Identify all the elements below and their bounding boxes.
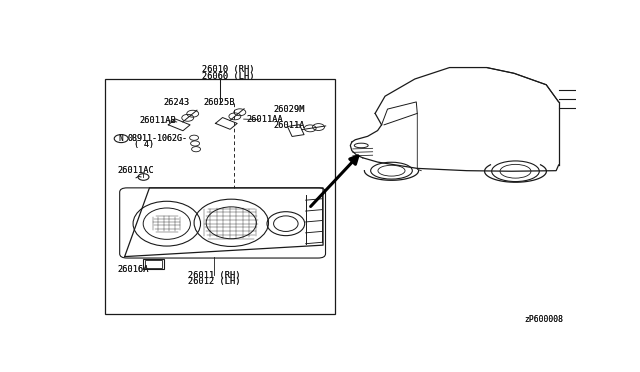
- Text: 26060 (LH): 26060 (LH): [202, 72, 254, 81]
- Text: 08911-1062G-: 08911-1062G-: [127, 134, 187, 143]
- Bar: [145, 260, 162, 268]
- Text: 26011AB: 26011AB: [140, 116, 176, 125]
- Text: 26010 (RH): 26010 (RH): [202, 65, 254, 74]
- Text: 26011AA: 26011AA: [246, 115, 283, 124]
- Text: 26060 (LH): 26060 (LH): [202, 72, 254, 81]
- Text: 26029M: 26029M: [273, 105, 305, 113]
- Text: 26011AA: 26011AA: [246, 115, 283, 124]
- Text: zP600008: zP600008: [525, 315, 564, 324]
- Text: 26010 (RH): 26010 (RH): [202, 65, 254, 74]
- Text: 26011A: 26011A: [273, 121, 305, 130]
- Text: N: N: [119, 134, 124, 143]
- Text: 26012 (LH): 26012 (LH): [188, 277, 241, 286]
- Text: 26011AC: 26011AC: [117, 166, 154, 175]
- Bar: [143, 259, 164, 269]
- Text: 26025B: 26025B: [203, 98, 234, 107]
- Text: ( 4): ( 4): [134, 140, 154, 149]
- Text: 26011 (RH): 26011 (RH): [188, 271, 241, 280]
- Text: 26011AC: 26011AC: [117, 166, 154, 175]
- Text: 26243: 26243: [163, 98, 189, 107]
- Text: 26243: 26243: [163, 98, 189, 107]
- Bar: [105, 79, 335, 314]
- Text: 26012 (LH): 26012 (LH): [188, 277, 241, 286]
- Text: 26011 (RH): 26011 (RH): [188, 271, 241, 280]
- Text: 26011AB: 26011AB: [140, 116, 176, 125]
- Text: zP600008: zP600008: [525, 315, 564, 324]
- Text: 08911-1062G-: 08911-1062G-: [127, 134, 187, 143]
- Text: 26011A: 26011A: [273, 121, 305, 130]
- Text: 26029M: 26029M: [273, 105, 305, 113]
- Text: ( 4): ( 4): [134, 140, 154, 149]
- Text: 26025B: 26025B: [203, 98, 234, 107]
- Text: 26016A: 26016A: [117, 265, 148, 274]
- Text: 26016A: 26016A: [117, 265, 148, 274]
